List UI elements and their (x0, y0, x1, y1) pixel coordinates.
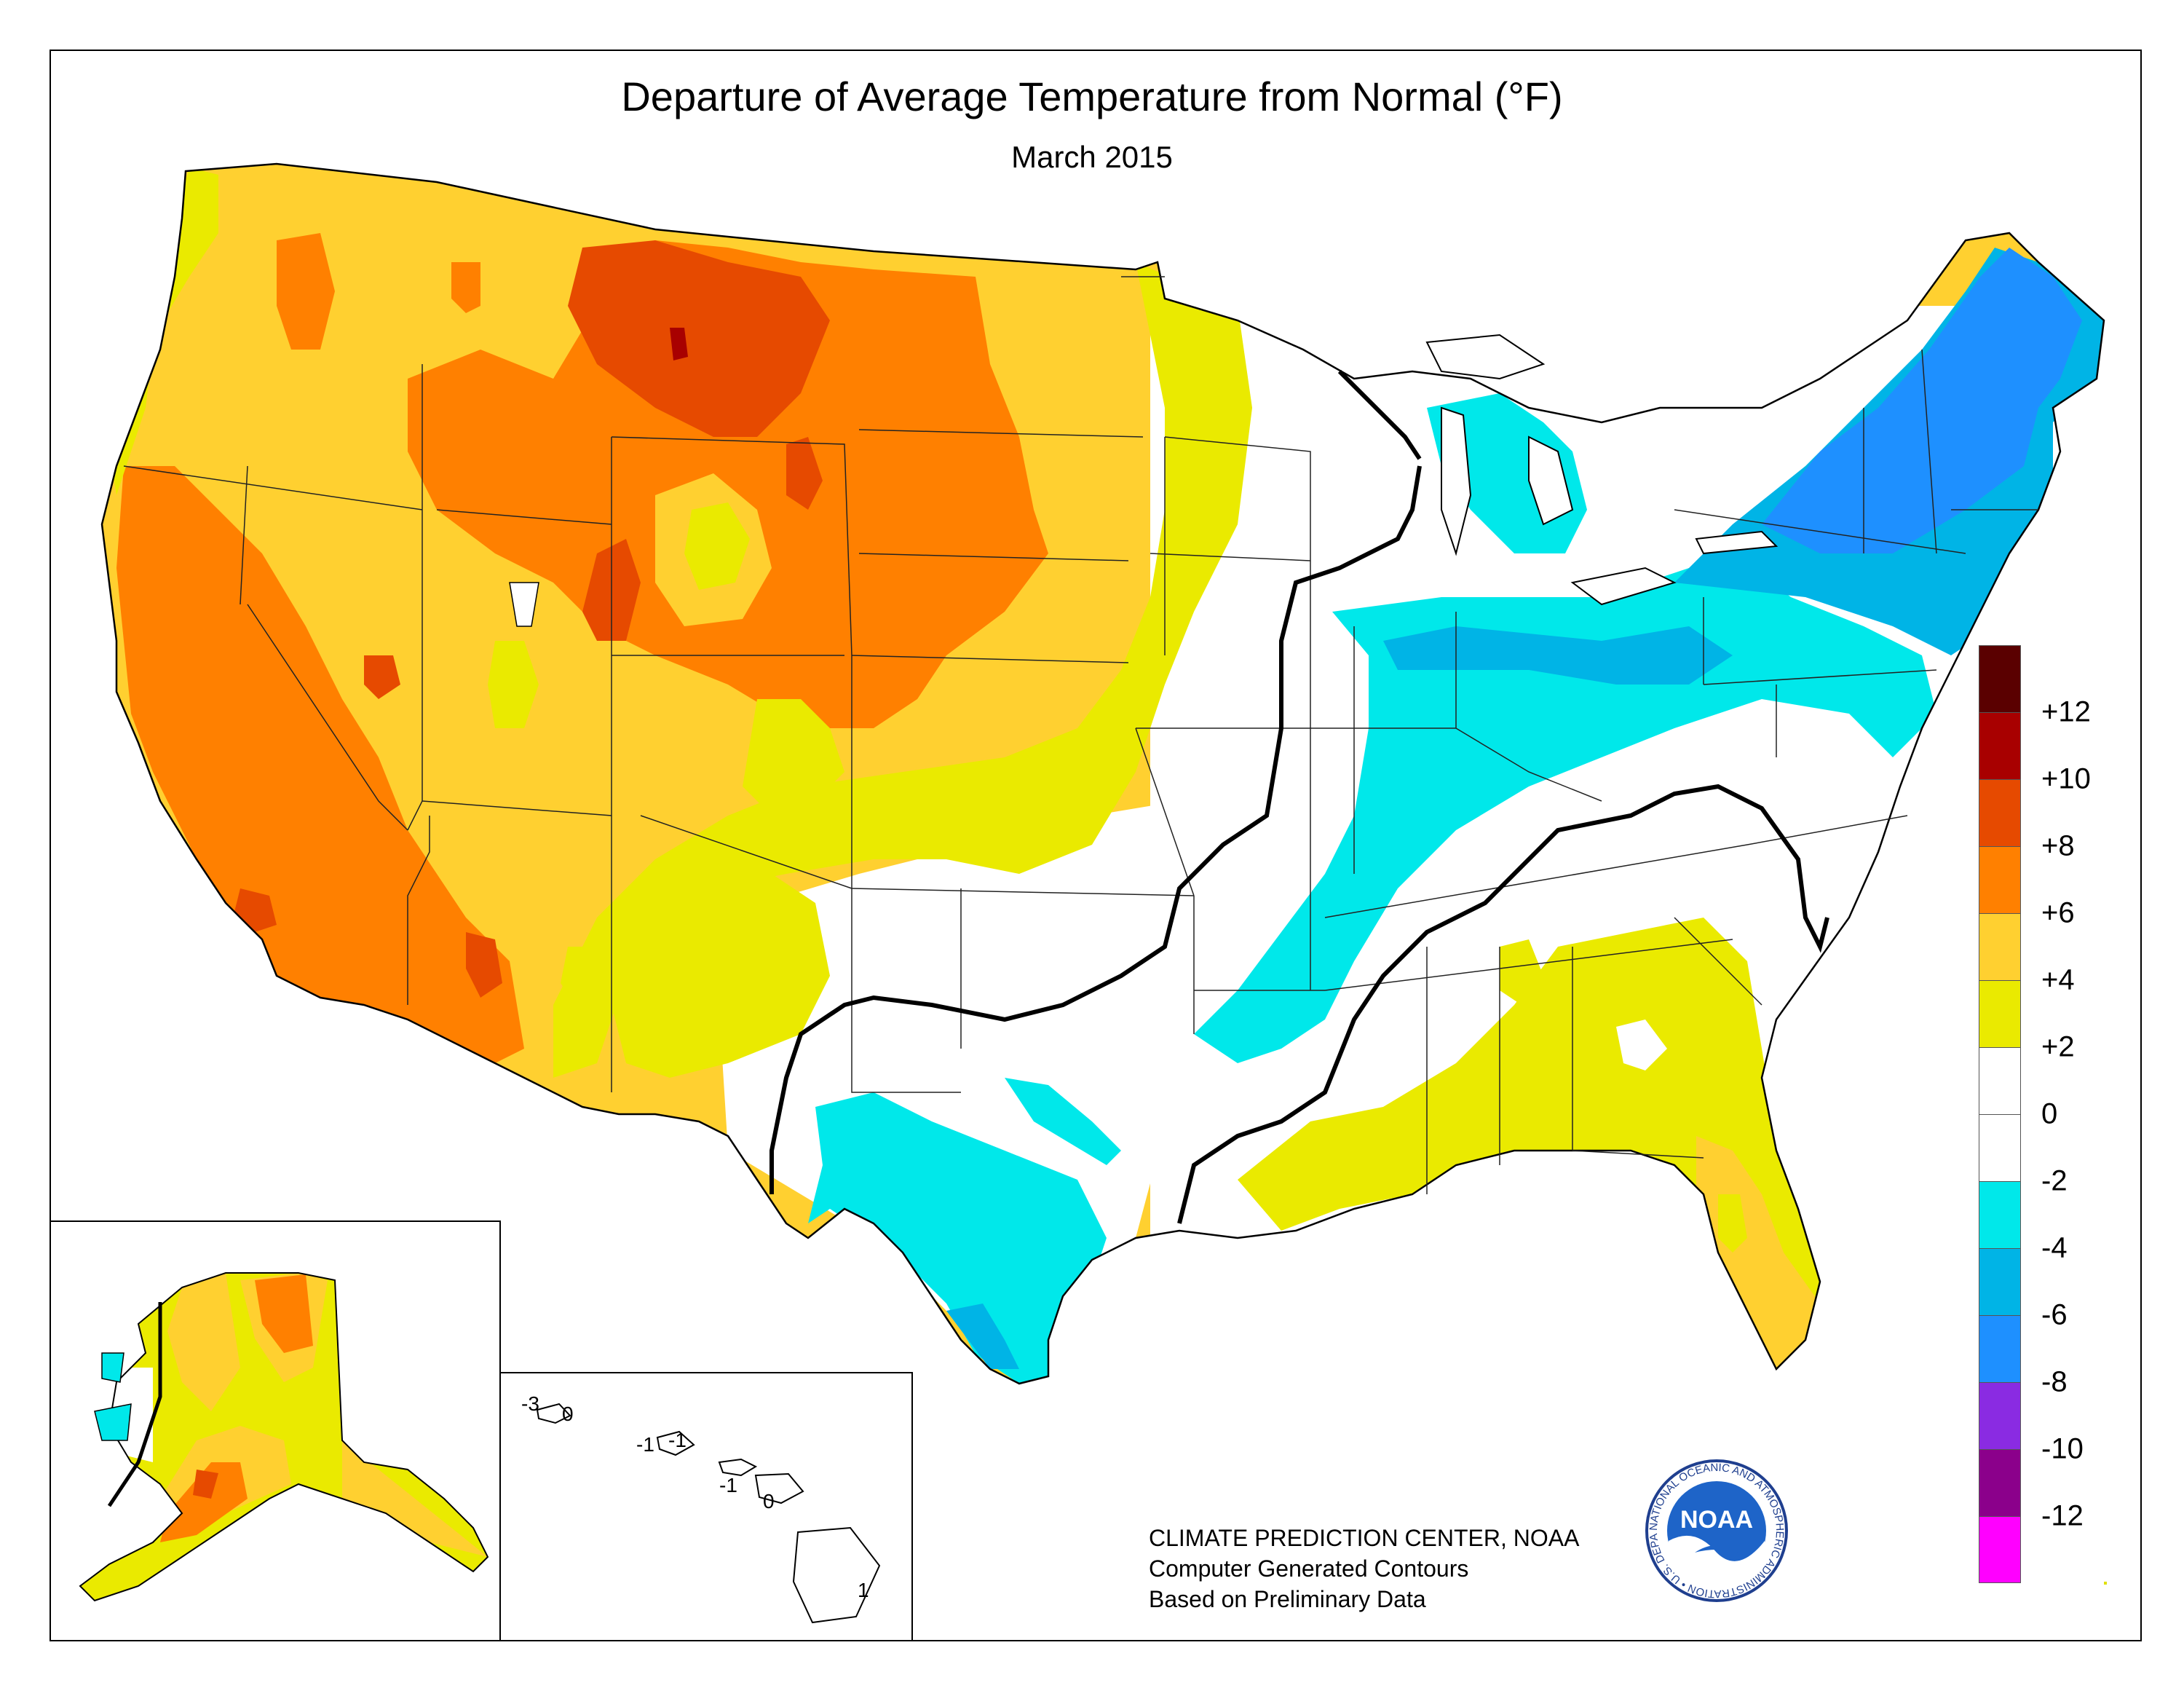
region-south-texas-cooler (946, 1304, 1019, 1369)
legend-tick-label: +8 (2041, 829, 2075, 862)
legend-swatch (1979, 645, 2021, 712)
region-panhandle-warm (1565, 1172, 1602, 1194)
map-subtitle: March 2015 (1011, 140, 1173, 174)
color-legend (1979, 645, 2021, 1583)
region-california-hot (116, 466, 524, 1063)
alaska-inset (50, 1220, 501, 1641)
alaska-map (79, 1272, 489, 1602)
hawaii-label-oahu-b: -1 (668, 1429, 687, 1451)
region-az-mild (561, 947, 590, 1005)
lake-michigan (1441, 406, 1472, 556)
region-wyoming-mildest (684, 502, 750, 590)
region-arizona-hottest (466, 932, 502, 998)
legend-swatch (1979, 1516, 2021, 1583)
region-utah-mild (488, 641, 539, 728)
noaa-logo-text: NOAA (1680, 1506, 1753, 1534)
legend-swatch (1979, 1449, 2021, 1516)
legend-swatch (1979, 980, 2021, 1047)
hawaii-label-oahu-a: -1 (636, 1433, 654, 1456)
region-nevada-hot (364, 655, 400, 699)
alaska-cool-west (94, 1403, 132, 1441)
great-salt-lake (509, 582, 539, 627)
region-georgia-normal (1616, 1019, 1667, 1070)
big-island (792, 1526, 881, 1624)
conus-outline (100, 162, 2105, 1385)
credit-line-3: Based on Preliminary Data (1149, 1586, 1426, 1612)
lake-ontario (1695, 530, 1779, 555)
noaa-logo (1645, 1459, 1788, 1602)
region-wyoming-hot (786, 437, 823, 510)
region-southeast-warm (1238, 918, 1820, 1369)
region-northern-plains-hot (408, 240, 1048, 728)
legend-tick-label: -4 (2041, 1231, 2068, 1264)
hawaii-label-maui-b: 0 (763, 1490, 775, 1513)
legend-swatch (1979, 1114, 2021, 1181)
legend-tick-label: +2 (2041, 1030, 2075, 1063)
kauai (536, 1403, 571, 1424)
legend-swatch (1979, 779, 2021, 846)
region-kansas-mild (903, 786, 961, 845)
legend-tick-label: -10 (2041, 1432, 2084, 1465)
legend-tick-label: +4 (2041, 963, 2075, 996)
hawaii-label-kauai-b: 0 (562, 1403, 574, 1425)
map-title: Departure of Average Temperature from No… (621, 74, 1563, 119)
lake-huron (1528, 435, 1574, 526)
legend-tick-label: -6 (2041, 1298, 2068, 1331)
wave-icon (1695, 1545, 1738, 1553)
hawaii-inset: -3 0 -1 -1 -1 0 1 (499, 1372, 913, 1641)
lake-erie (1570, 567, 1677, 606)
legend-swatch (1979, 712, 2021, 779)
legend-tick-label: +12 (2041, 695, 2091, 728)
credit-line-2: Computer Generated Contours (1149, 1555, 1469, 1582)
region-great-lakes-cooler (1383, 626, 1733, 685)
region-tennessee-warm (1500, 939, 1543, 1005)
maui (754, 1472, 804, 1504)
region-new-england-coldest (1762, 248, 2082, 553)
region-east-texas-cool (1005, 1078, 1121, 1165)
region-montana-hottest (568, 240, 830, 437)
legend-swatch (1979, 1315, 2021, 1382)
legend-tick-label: 0 (2041, 1097, 2058, 1130)
legend-swatch (1979, 846, 2021, 913)
legend-swatch (1979, 1382, 2021, 1449)
credit-line-1: CLIMATE PREDICTION CENTER, NOAA (1149, 1525, 1580, 1551)
legend-tick-label: +10 (2041, 762, 2091, 795)
region-montana-peak (670, 328, 688, 360)
hawaii-label-kauai-a: -3 (521, 1392, 539, 1415)
seagull-icon (1669, 1535, 1765, 1582)
region-midwest-cool (1194, 553, 1936, 1063)
legend-tick-label: -12 (2041, 1499, 2084, 1532)
alaska-cool-patch (101, 1352, 124, 1383)
region-florida-interior (1718, 1194, 1747, 1253)
legend-tick-label: -8 (2041, 1365, 2068, 1398)
state-boundaries (123, 276, 2038, 1194)
hawaii-map (536, 1403, 881, 1624)
region-oregon-hot (277, 233, 335, 350)
zero-contours (769, 369, 1829, 1224)
legend-tick-label: -2 (2041, 1164, 2068, 1197)
legend-swatch (1979, 913, 2021, 980)
region-colorado-mild (743, 699, 844, 816)
region-idaho-ne (451, 262, 480, 313)
legend-swatch (1979, 1248, 2021, 1315)
molokai (718, 1458, 758, 1477)
lake-superior (1425, 334, 1546, 380)
hawaii-label-bigisland: 1 (858, 1579, 869, 1601)
legend-tick-label: +6 (2041, 896, 2075, 929)
region-new-mexico-mild (612, 874, 830, 1078)
oahu (656, 1430, 695, 1456)
legend-swatch (1979, 1047, 2021, 1114)
region-texas-cool (808, 1092, 1107, 1384)
stray-mark (2104, 1582, 2107, 1585)
alaska-zero-contour (107, 1302, 162, 1507)
legend-swatch (1979, 1181, 2021, 1248)
hawaii-label-maui-a: -1 (719, 1474, 737, 1496)
